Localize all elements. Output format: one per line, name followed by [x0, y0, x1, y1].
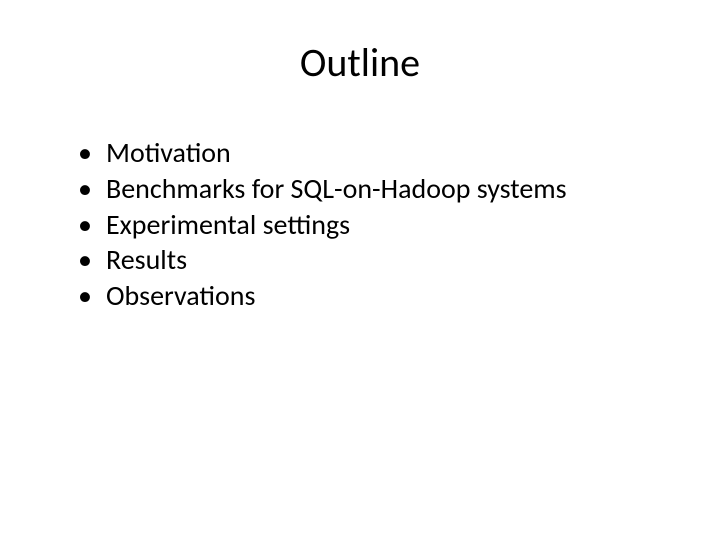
list-item: Observations [78, 278, 660, 314]
list-item: Results [78, 242, 660, 278]
list-item: Experimental settings [78, 207, 660, 243]
list-item: Benchmarks for SQL-on-Hadoop systems [78, 171, 660, 207]
slide-container: Outline Motivation Benchmarks for SQL-on… [0, 0, 720, 540]
bullet-list: Motivation Benchmarks for SQL-on-Hadoop … [60, 135, 660, 314]
list-item: Motivation [78, 135, 660, 171]
slide-title: Outline [60, 38, 660, 87]
